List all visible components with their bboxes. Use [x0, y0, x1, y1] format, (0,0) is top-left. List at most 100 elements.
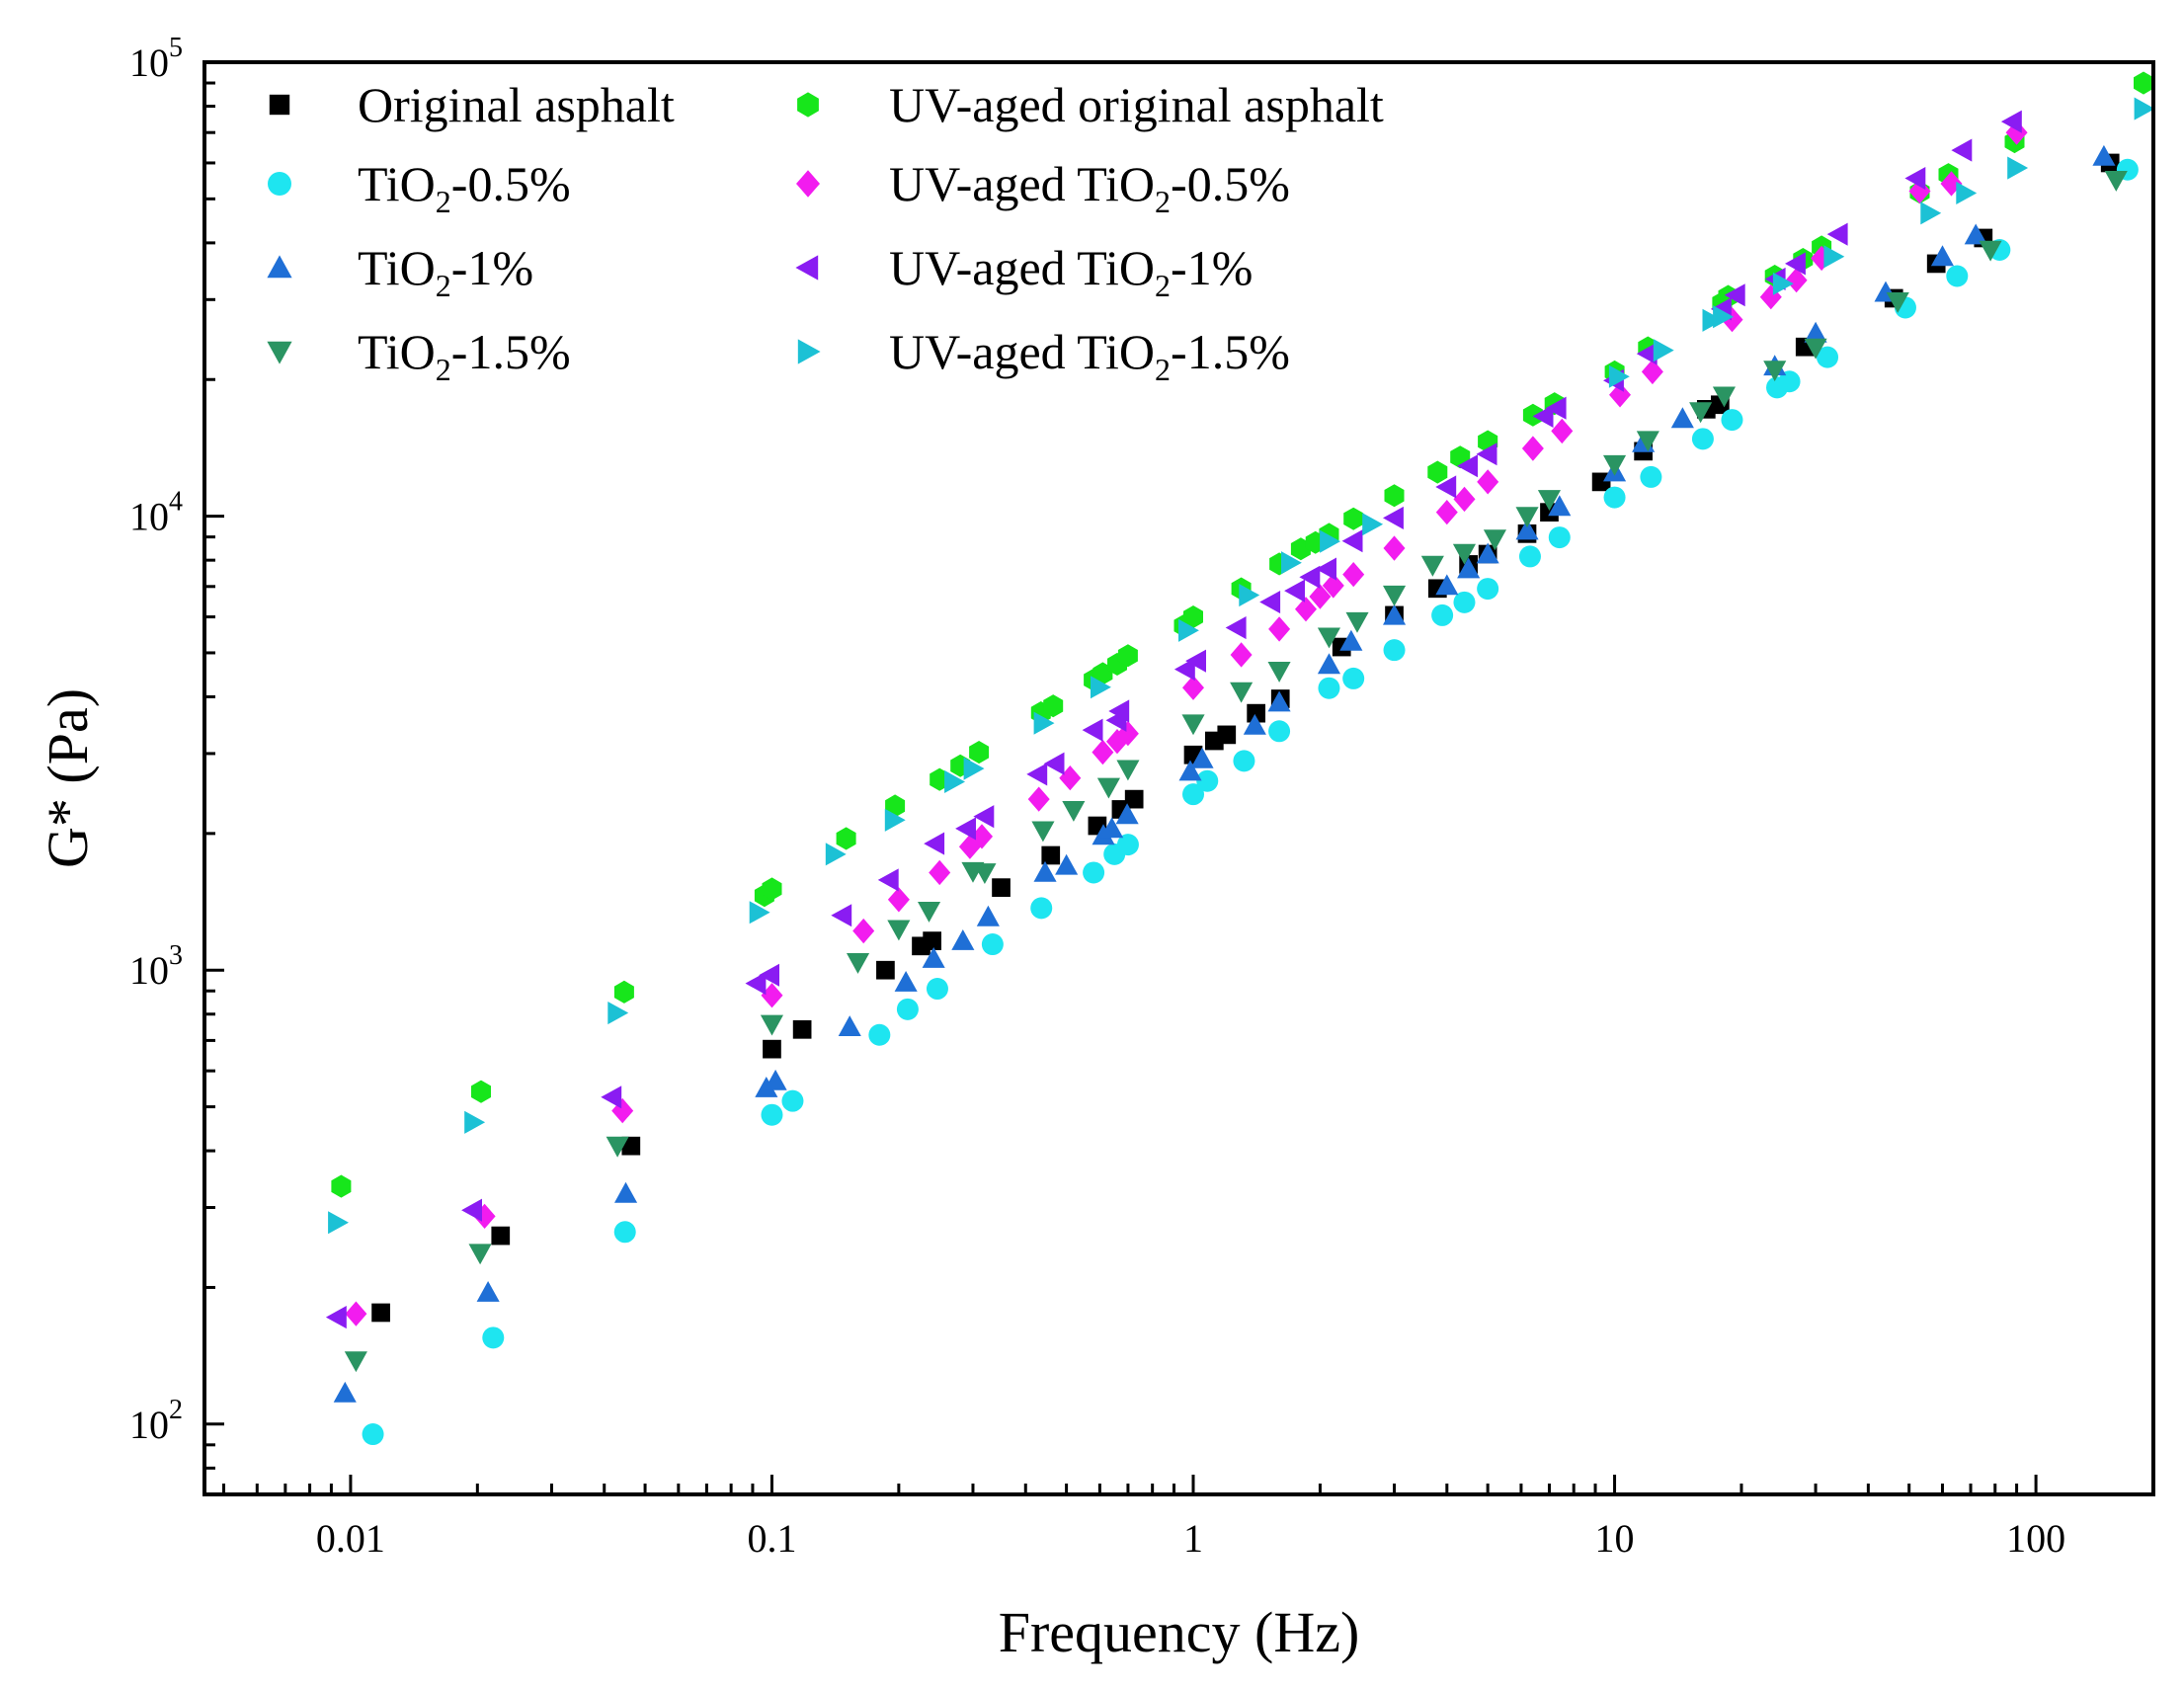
data-point — [1431, 603, 1454, 626]
legend-label-subscript: 2 — [1155, 184, 1171, 219]
data-point — [1182, 675, 1204, 700]
y-tick-base: 10 — [129, 1403, 169, 1447]
data-point — [831, 904, 852, 927]
data-point — [1267, 690, 1291, 712]
legend-label-main: UV-aged TiO — [889, 240, 1155, 295]
series-6 — [325, 110, 2022, 1329]
data-point — [1785, 252, 1806, 276]
data-point — [2005, 120, 2028, 145]
y-axis-label: G* (Pa) — [36, 688, 100, 868]
data-point — [1515, 507, 1539, 528]
data-point — [763, 1039, 781, 1059]
legend-label-main: UV-aged TiO — [889, 324, 1155, 379]
legend-marker — [796, 170, 820, 198]
data-point — [1956, 181, 1978, 204]
legend-label-subscript: 2 — [1155, 268, 1171, 303]
legend-label: UV-aged TiO2-0.5% — [889, 156, 1290, 219]
legend-item: UV-aged TiO2-1.5% — [797, 324, 1290, 387]
data-point — [761, 1103, 783, 1126]
y-tick-exponent: 5 — [169, 33, 183, 63]
legend-marker — [267, 255, 292, 279]
data-point — [1817, 346, 1839, 368]
data-point — [1930, 245, 1954, 267]
data-point — [1435, 574, 1459, 596]
data-point — [1904, 167, 1926, 191]
data-point — [852, 918, 875, 944]
data-point — [1979, 240, 2002, 262]
data-point — [2000, 110, 2022, 133]
data-point — [1778, 370, 1801, 393]
data-point — [877, 868, 899, 892]
data-point — [1826, 222, 1848, 246]
y-tick-base: 10 — [129, 40, 169, 85]
data-point — [1233, 750, 1255, 772]
legend: Original asphaltTiO2-0.5%TiO2-1%TiO2-1.5… — [267, 77, 1384, 387]
data-point — [929, 859, 951, 886]
data-point — [1452, 543, 1476, 565]
y-tick-label: 104 — [129, 487, 183, 539]
data-point — [1636, 342, 1658, 365]
data-point — [1230, 682, 1254, 703]
data-point — [1636, 431, 1659, 452]
data-point — [1059, 765, 1082, 791]
data-point — [1268, 720, 1291, 743]
data-point — [476, 1281, 500, 1302]
legend-label-subscript: 2 — [436, 352, 451, 387]
data-point — [1043, 752, 1065, 775]
data-point — [1453, 591, 1476, 613]
data-point — [1247, 703, 1266, 723]
data-point — [764, 1069, 787, 1090]
legend-item: Original asphalt — [269, 77, 675, 132]
legend-marker — [797, 92, 819, 118]
data-point — [464, 1110, 486, 1134]
data-point — [1106, 729, 1128, 755]
data-point — [884, 808, 906, 832]
data-point — [1062, 801, 1086, 822]
data-point — [1225, 616, 1247, 640]
y-tick-label: 102 — [129, 1395, 183, 1447]
data-point — [923, 931, 941, 950]
data-point — [1108, 699, 1130, 723]
data-point — [1804, 338, 1827, 360]
data-point — [1483, 529, 1506, 551]
data-point — [745, 972, 767, 996]
legend-item: UV-aged TiO2-1% — [795, 240, 1253, 303]
data-point — [1091, 676, 1111, 699]
data-point — [1092, 739, 1114, 765]
data-point — [761, 983, 783, 1008]
data-point — [1545, 396, 1567, 420]
data-point — [1670, 407, 1694, 429]
legend-item: TiO2-1% — [267, 240, 533, 303]
legend-label: TiO2-1.5% — [358, 324, 571, 387]
legend-marker — [268, 172, 291, 196]
data-point — [958, 834, 981, 859]
data-point — [1055, 853, 1079, 875]
data-point — [1518, 545, 1541, 568]
data-point — [944, 769, 965, 793]
legend-label-subscript: 2 — [436, 268, 451, 303]
data-point — [1477, 578, 1499, 601]
data-point — [1185, 649, 1206, 673]
data-point — [1823, 245, 1845, 269]
data-point — [1268, 616, 1291, 642]
data-point — [781, 1089, 804, 1112]
data-point — [759, 963, 779, 987]
data-point — [1116, 834, 1139, 856]
legend-marker — [795, 255, 819, 281]
y-tick-label: 105 — [129, 33, 183, 85]
data-point — [1603, 486, 1626, 509]
series-3 — [344, 171, 2128, 1373]
data-point — [896, 998, 919, 1020]
data-point — [924, 832, 945, 855]
data-point — [1341, 529, 1363, 553]
data-point — [1322, 573, 1344, 599]
data-point — [1763, 361, 1787, 382]
legend-label-main: UV-aged original asphalt — [889, 77, 1384, 132]
data-point — [1964, 223, 1987, 245]
data-point — [1031, 821, 1055, 843]
data-point — [1259, 591, 1281, 614]
data-point — [1476, 442, 1497, 466]
